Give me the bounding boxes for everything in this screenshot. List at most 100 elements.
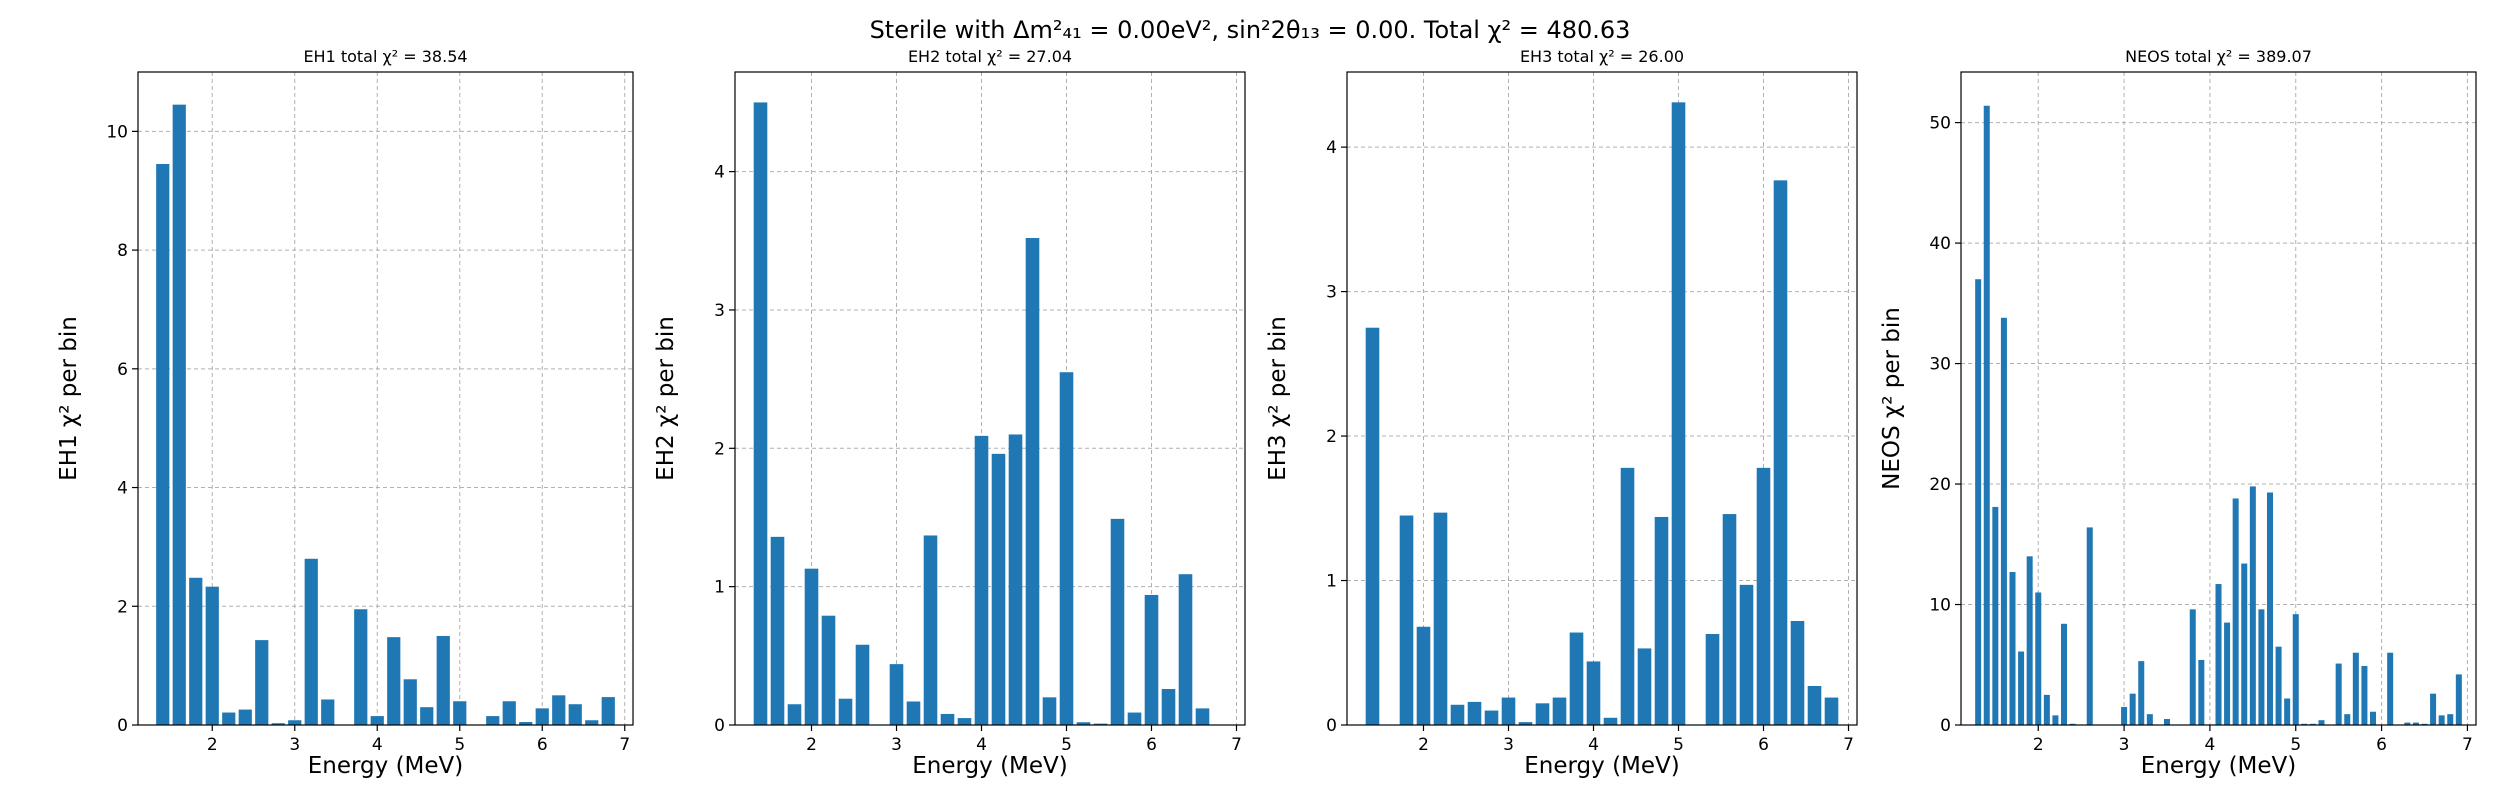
x-axis-label: Energy (MeV) [1524, 753, 1680, 779]
y-tick-label: 20 [1929, 475, 1951, 495]
bar [2430, 693, 2437, 725]
y-tick-label: 10 [106, 122, 128, 142]
x-tick-label: 3 [891, 735, 902, 755]
bar [387, 637, 401, 725]
x-tick-label: 7 [1231, 735, 1242, 755]
bar [552, 695, 566, 725]
y-tick-label: 0 [1940, 716, 1951, 736]
x-tick-label: 3 [289, 735, 300, 755]
bar [2026, 556, 2033, 725]
bar [304, 558, 318, 725]
y-axis-label: EH1 χ² per bin [56, 316, 82, 481]
y-tick-label: 2 [714, 439, 725, 459]
bar [1773, 180, 1788, 725]
bar [1518, 722, 1533, 725]
bar [1983, 105, 1990, 725]
bar [940, 713, 955, 725]
y-tick-label: 0 [714, 716, 725, 736]
x-tick-label: 4 [976, 735, 987, 755]
y-axis-label: NEOS χ² per bin [1879, 307, 1905, 490]
bar [2121, 706, 2128, 725]
bar [2412, 722, 2419, 725]
bar [2249, 486, 2256, 725]
y-axis-label: EH3 χ² per bin [1265, 316, 1291, 481]
y-tick-label: 8 [117, 241, 128, 261]
bar [486, 716, 500, 725]
bar [855, 644, 870, 725]
x-tick-label: 5 [454, 735, 465, 755]
bar [2086, 527, 2093, 725]
chart-panel-4: 2 3 4 5 6 7 0 10 20 30 40 50 NEOS total χ² = 389.07 E… [1879, 47, 2477, 779]
bar [156, 164, 170, 725]
bar [906, 701, 921, 725]
bar [1467, 701, 1482, 725]
bar [770, 536, 785, 725]
bar [1399, 515, 1414, 725]
bar [436, 635, 450, 725]
y-tick-label: 4 [714, 163, 725, 183]
bar [519, 722, 533, 725]
bar [1076, 722, 1091, 725]
x-tick-label: 6 [1758, 735, 1769, 755]
bar [1535, 703, 1550, 725]
bar [288, 720, 302, 725]
y-tick-label: 0 [1326, 716, 1337, 736]
panel-title: EH1 total χ² = 38.54 [303, 47, 467, 66]
plot-frame [1346, 71, 1858, 726]
chart-panel-3: 2 3 4 5 6 7 0 1 2 3 4 EH3 total χ² = 26.00 Energy (M… [1265, 47, 1858, 779]
bar [923, 535, 938, 725]
bar [2035, 592, 2042, 725]
x-axis-label: Energy (MeV) [2141, 753, 2297, 779]
bar [1178, 574, 1193, 725]
bar [1093, 723, 1108, 725]
bar [1620, 467, 1635, 725]
bar [568, 704, 582, 725]
bar [2301, 723, 2308, 725]
bar [1501, 697, 1516, 725]
bar [1484, 710, 1499, 725]
bar [1059, 372, 1074, 725]
panel-title: EH2 total χ² = 27.04 [908, 47, 1072, 66]
y-tick-label: 4 [117, 479, 128, 499]
bar [2275, 646, 2282, 725]
y-tick-label: 0 [117, 716, 128, 736]
bar [1824, 697, 1839, 725]
x-tick-label: 4 [2205, 735, 2216, 755]
y-tick-label: 3 [714, 301, 725, 321]
bar [2224, 622, 2231, 725]
bar [2138, 661, 2145, 725]
x-axis-label: Energy (MeV) [308, 753, 464, 779]
bar [1739, 584, 1754, 725]
bar [1144, 594, 1159, 725]
x-tick-label: 2 [806, 735, 817, 755]
y-tick-label: 6 [117, 360, 128, 380]
y-tick-label: 1 [714, 578, 725, 598]
bar [2344, 714, 2351, 725]
bar [804, 568, 819, 725]
x-tick-label: 3 [2119, 735, 2130, 755]
bar [1992, 506, 1999, 725]
bar [354, 609, 368, 725]
bar [2361, 665, 2368, 725]
y-tick-label: 40 [1929, 234, 1951, 254]
bar [1042, 697, 1057, 725]
bar [1195, 708, 1210, 725]
bar [957, 718, 972, 725]
x-tick-label: 2 [207, 735, 218, 755]
bar [787, 704, 802, 725]
x-tick-label: 7 [1843, 735, 1854, 755]
bar [1756, 467, 1771, 725]
bar [2292, 614, 2299, 725]
chart-panel-1: 2 3 4 5 6 7 0 2 4 6 8 10 EH1 total χ² = 38.54 Energy … [56, 47, 634, 779]
bar [2387, 652, 2394, 725]
x-tick-label: 4 [1588, 735, 1599, 755]
bar [403, 679, 417, 725]
bar [271, 723, 285, 725]
bar [2052, 715, 2059, 725]
bar [453, 701, 467, 725]
bar [1127, 712, 1142, 725]
bar [1637, 648, 1652, 725]
bar [2284, 698, 2291, 725]
bar [1552, 697, 1567, 725]
